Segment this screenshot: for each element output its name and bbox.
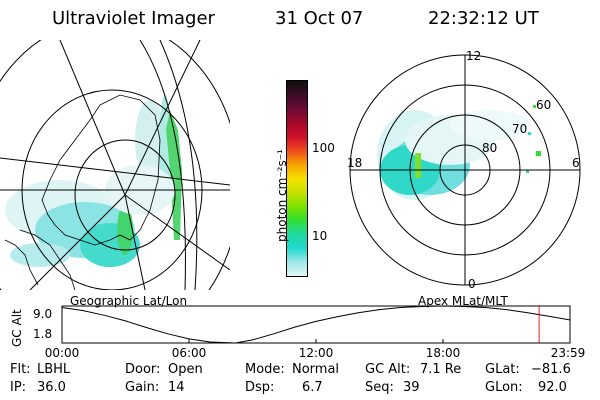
x-ticks [61, 339, 571, 343]
colorbar-label: photon cm⁻²s⁻¹ [275, 149, 289, 242]
ip-value: 36.0 [37, 380, 66, 395]
mode-value: Normal [292, 362, 340, 377]
glon-label: GLon: [485, 380, 523, 395]
gain-label: Gain: [125, 380, 160, 395]
seq-label: Seq: [365, 380, 394, 395]
lat-label-60: 60 [536, 98, 551, 112]
y-tick-label: 9.0 [33, 307, 52, 321]
series-line [61, 305, 570, 344]
gcalt-label: GC Alt: [365, 362, 411, 377]
geo-grid [0, 40, 230, 290]
colorbar [286, 80, 308, 277]
coastline [4, 94, 161, 290]
lat-label-80: 80 [482, 141, 497, 155]
glat-label: GLat: [485, 362, 520, 377]
mlt-label-12: 12 [466, 49, 481, 63]
mode-label: Mode: [245, 362, 285, 377]
glat-value: −81.6 [531, 362, 571, 377]
x-tick-labels: 00:00 06:00 12:00 18:00 23:59 [45, 346, 586, 360]
altitude-chart: GC Alt 9.0 1.8 00:00 06:00 12:00 18:00 23:59 [10, 305, 586, 360]
ip-label: IP: [10, 380, 27, 395]
apex-label: Apex MLat/MLT [418, 294, 508, 308]
seq-value: 39 [403, 380, 420, 395]
gcalt-value: 7.1 Re [420, 362, 462, 377]
lat-label-70: 70 [512, 122, 527, 136]
geographic-label: Geographic Lat/Lon [70, 294, 188, 308]
x-tick-label: 18:00 [426, 346, 461, 360]
x-tick-label: 06:00 [172, 346, 207, 360]
door-value: Open [168, 362, 203, 377]
aurora-emission-polar [377, 105, 541, 200]
aurora-emission-geo [5, 95, 182, 267]
mlt-label-18: 18 [347, 156, 362, 170]
colorbar-tick-10: 10 [312, 229, 328, 243]
glon-value: 92.0 [538, 380, 567, 395]
dsp-label: Dsp: [245, 380, 275, 395]
image-time: 22:32:12 UT [428, 8, 539, 29]
y-tick-label: 1.8 [33, 327, 52, 341]
polar-plot: 12 18 6 0 60 70 80 [347, 49, 581, 290]
geographic-image [0, 40, 230, 290]
gain-value: 14 [168, 380, 185, 395]
polar-grid [349, 54, 581, 286]
x-tick-label: 12:00 [299, 346, 334, 360]
x-tick-label: 23:59 [551, 346, 586, 360]
mlt-label-6: 6 [572, 156, 580, 170]
door-label: Door: [125, 362, 161, 377]
dsp-value: 6.7 [302, 380, 323, 395]
colorbar-tick-100: 100 [312, 141, 335, 155]
y-axis-label: GC Alt [10, 309, 24, 347]
instrument-title: Ultraviolet Imager [52, 8, 215, 29]
mlt-label-0: 0 [468, 277, 476, 290]
x-tick-label: 00:00 [45, 346, 80, 360]
flt-label: Flt: [10, 362, 31, 377]
image-date: 31 Oct 07 [275, 8, 364, 29]
flt-value: LBHL [37, 362, 71, 377]
